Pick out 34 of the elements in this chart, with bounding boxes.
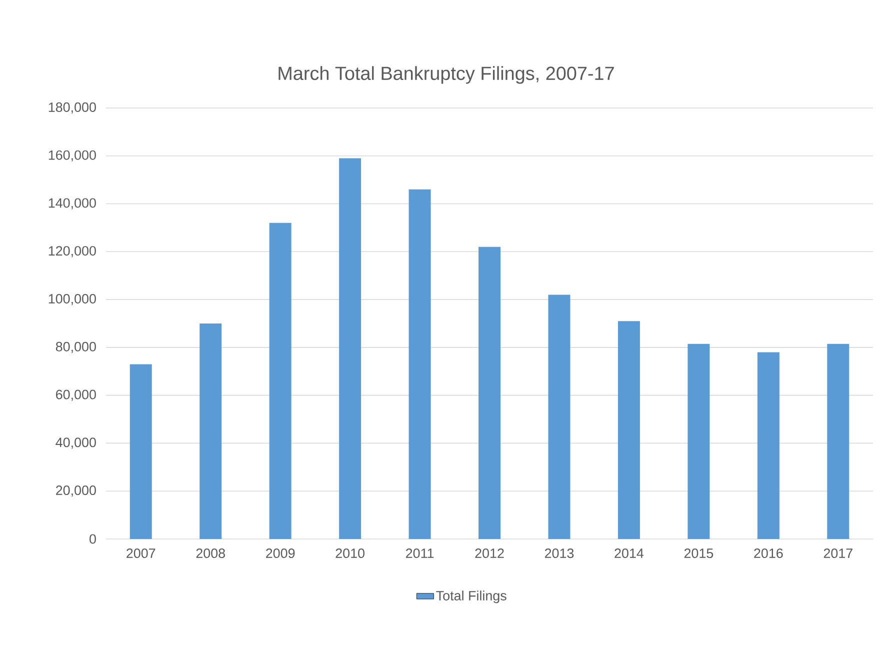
y-tick-label: 40,000 bbox=[56, 438, 96, 449]
bar bbox=[757, 352, 780, 539]
bar bbox=[688, 344, 710, 539]
x-tick-label: 2012 bbox=[475, 548, 504, 558]
y-tick-label: 60,000 bbox=[56, 390, 96, 401]
bar bbox=[130, 364, 152, 539]
x-tick-label: 2007 bbox=[126, 548, 156, 558]
y-tick-label: 120,000 bbox=[48, 246, 96, 258]
y-tick-label: 140,000 bbox=[48, 198, 96, 210]
x-tick-label: 2016 bbox=[754, 548, 783, 558]
y-tick-label: 80,000 bbox=[56, 342, 96, 353]
y-tick-label: 180,000 bbox=[48, 102, 96, 114]
x-tick-label: 2015 bbox=[684, 548, 714, 558]
x-tick-label: 2013 bbox=[544, 548, 574, 558]
legend-label: Total Filings bbox=[436, 590, 506, 604]
x-tick-label: 2011 bbox=[406, 548, 434, 558]
bar bbox=[200, 323, 222, 539]
x-tick-label: 2009 bbox=[266, 548, 295, 558]
x-tick-label: 2014 bbox=[614, 548, 644, 558]
bar bbox=[408, 189, 431, 539]
y-tick-label: 100,000 bbox=[48, 294, 96, 306]
x-tick-label: 2008 bbox=[196, 548, 225, 558]
x-tick-label: 2017 bbox=[824, 548, 852, 558]
bar bbox=[618, 321, 640, 539]
bar bbox=[827, 344, 850, 539]
y-tick-label: 160,000 bbox=[48, 150, 96, 162]
y-tick-label: 0 bbox=[90, 534, 96, 544]
bar bbox=[269, 222, 292, 539]
bar bbox=[339, 158, 362, 539]
bar bbox=[548, 294, 570, 539]
bar bbox=[478, 246, 501, 539]
x-tick-label: 2010 bbox=[336, 548, 364, 558]
y-tick-label: 20,000 bbox=[56, 486, 96, 497]
chart-title: March Total Bankruptcy Filings, 2007-17 bbox=[278, 66, 614, 84]
